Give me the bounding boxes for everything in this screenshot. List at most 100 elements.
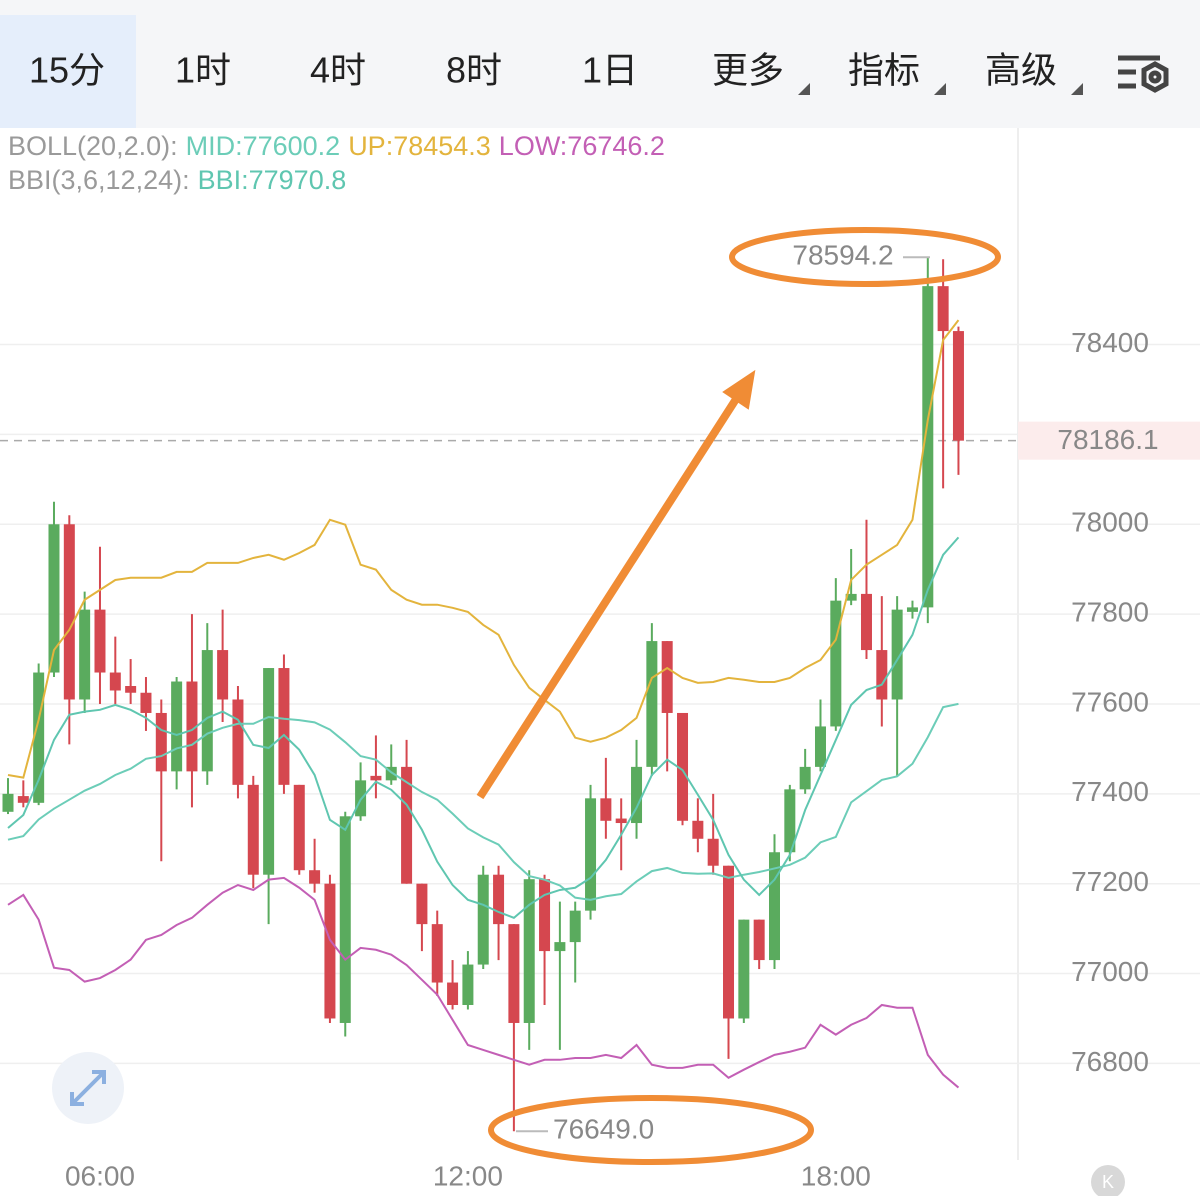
candle-body (769, 852, 780, 961)
candle-body (263, 668, 275, 875)
tab[interactable]: 15分 (29, 50, 105, 91)
candle-body (784, 789, 796, 853)
candle-body (692, 820, 704, 839)
indicator-line (7, 702, 959, 901)
candle-body (554, 942, 566, 952)
k-label: K (1102, 1172, 1114, 1192)
candle-body (140, 692, 152, 713)
overlay-annotations (476, 227, 1001, 1165)
candle-body (677, 712, 689, 821)
settings-icon[interactable] (1118, 55, 1169, 93)
candle-body (201, 650, 213, 772)
legend-entry: LOW:76746.2 (499, 131, 665, 161)
indicator-line (7, 536, 960, 919)
legend-entry: BBI:77970.8 (198, 165, 347, 195)
candle-body (508, 924, 520, 1023)
tab-dropdown-mark (934, 83, 946, 95)
candle-body (830, 600, 842, 727)
x-tick-label: 06:00 (65, 1160, 135, 1191)
candle-body (631, 766, 643, 824)
candle-body (462, 964, 474, 1005)
y-tick-label: 77600 (1071, 686, 1149, 717)
tab[interactable]: 1日 (582, 50, 638, 91)
k-button[interactable]: K (1091, 1165, 1125, 1196)
tab[interactable]: 4时 (310, 50, 366, 91)
candle-body (339, 816, 351, 1023)
expand-button[interactable] (52, 1052, 124, 1124)
legend: BOLL(20,2.0): MID:77600.2 UP:78454.3 LOW:76… (8, 131, 665, 195)
candle-body (63, 524, 75, 700)
candle-body (753, 919, 765, 961)
candle-body (324, 883, 336, 1019)
candle-body (186, 681, 198, 772)
candle-body (585, 798, 597, 911)
candle-body (799, 766, 811, 790)
last-price-label: 78186.1 (1057, 424, 1158, 455)
candle-body (814, 726, 826, 767)
candle-body (217, 650, 229, 700)
candle-body (79, 609, 91, 700)
candle-body (232, 699, 244, 785)
candle-body (952, 331, 964, 441)
tab-dropdown-mark (798, 83, 810, 95)
y-tick-label: 77800 (1071, 597, 1149, 628)
tab-dropdown-mark (1071, 83, 1083, 95)
indicator-legend: BBI(3,6,12,24): BBI:77970.8 (8, 165, 346, 195)
candle-body (293, 784, 305, 871)
candle-body (431, 924, 443, 983)
indicator-line (7, 876, 960, 1089)
candle-body (539, 879, 551, 952)
legend-entry: MID:77600.2 (186, 131, 341, 161)
candle-body (125, 686, 137, 693)
candle-body (615, 818, 627, 824)
candle-body (416, 883, 428, 925)
candle-body (278, 668, 290, 785)
candle-body (477, 874, 489, 965)
tab[interactable]: 8时 (446, 50, 502, 91)
candle-body (707, 838, 719, 866)
y-tick-label: 78400 (1071, 327, 1149, 358)
candle-body (17, 796, 29, 803)
candle-body (723, 865, 735, 1019)
tabs: 15分 1时 4时 8时 1日 更多 指标 高级 (29, 50, 1083, 95)
x-tick-label: 18:00 (801, 1160, 871, 1191)
candle-body (493, 874, 505, 925)
y-tick-label: 77200 (1071, 866, 1149, 897)
indicator-line (7, 319, 960, 779)
tab[interactable]: 更多 (712, 50, 784, 91)
tab[interactable]: 高级 (985, 50, 1057, 91)
tab[interactable]: 1时 (175, 50, 231, 91)
tab-bar (0, 0, 1200, 128)
candle-body (845, 593, 857, 601)
candle-body (738, 919, 750, 1019)
tab-selected-bg (0, 15, 136, 128)
candle-body (247, 784, 259, 875)
candle-body (109, 672, 121, 691)
candle-body (401, 766, 413, 884)
candle-body (447, 982, 459, 1005)
candle-body (385, 766, 397, 781)
tab[interactable]: 指标 (848, 50, 920, 91)
candle-body (600, 798, 612, 821)
y-tick-label: 77400 (1071, 776, 1149, 807)
candle-body (48, 524, 60, 673)
candle-body (370, 775, 382, 781)
plot: 7680077000772007740077600778007800078200… (0, 240, 1200, 1191)
candle-body (309, 870, 321, 884)
x-tick-label: 12:00 (433, 1160, 503, 1191)
candle-body (171, 681, 183, 772)
candle-body (876, 650, 888, 700)
max-label: 78594.2 (792, 240, 893, 271)
indicator-legend: BOLL(20,2.0): MID:77600.2 UP:78454.3 LOW:76… (8, 131, 665, 161)
legend-entry: UP:78454.3 (348, 131, 491, 161)
candle-body (646, 641, 658, 767)
y-tick-label: 78000 (1071, 507, 1149, 538)
y-tick-label: 77000 (1071, 956, 1149, 987)
y-tick-label: 76800 (1071, 1046, 1149, 1077)
candle-body (94, 609, 106, 673)
last-price-box (1018, 421, 1200, 460)
candle-body (661, 641, 673, 713)
candle-body (922, 286, 934, 608)
